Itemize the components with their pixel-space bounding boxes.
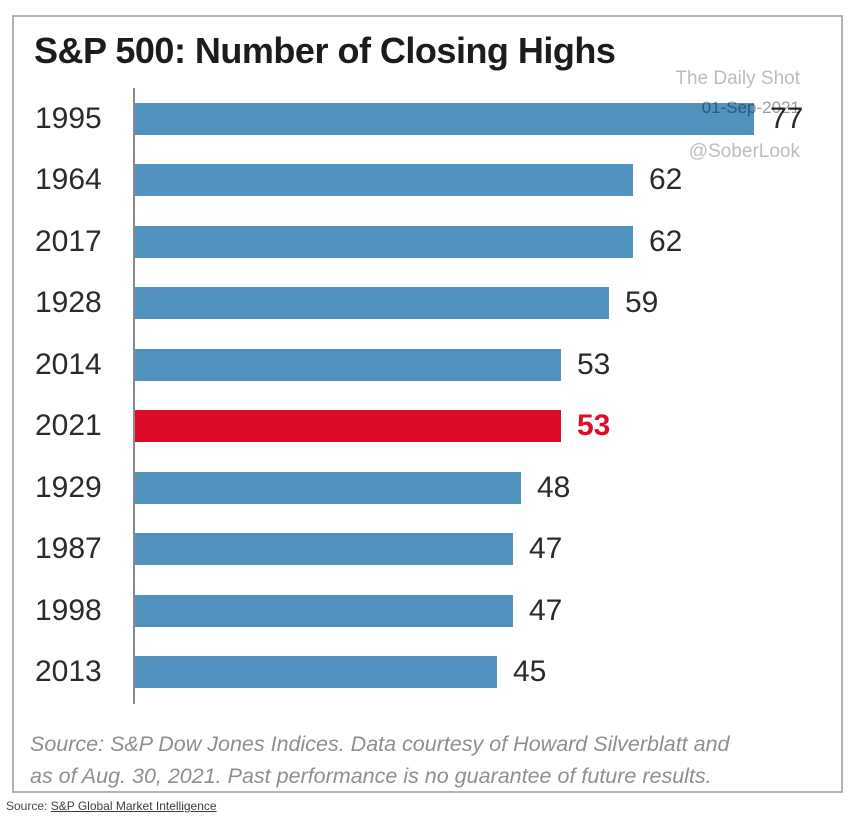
bar-2017 [135,225,633,258]
bar-1987 [135,533,513,566]
value-label: 47 [529,593,563,627]
bar-row: 1995 77 [14,88,841,150]
chart-footnote: Source: S&P Dow Jones Indices. Data cour… [30,728,841,792]
source-link[interactable]: S&P Global Market Intelligence [50,799,217,813]
category-label: 2014 [35,347,102,381]
chart-card: S&P 500: Number of Closing Highs The Dai… [12,15,843,793]
bar-row: 1987 47 [14,519,841,581]
bar-1964 [135,164,633,197]
category-label: 2017 [35,224,102,258]
value-label: 77 [770,101,804,135]
category-label: 2013 [35,655,102,689]
value-label: 53 [577,347,611,381]
footnote-line-2: as of Aug. 30, 2021. Past performance is… [30,764,712,788]
category-label: 1964 [35,163,102,197]
page-source-prefix: Source: [6,799,48,813]
bar-1998 [135,594,513,627]
value-label: 62 [649,224,683,258]
value-label: 47 [529,532,563,566]
bar-chart: 1995 77 1964 62 2017 62 1928 59 2014 53 2021 53 1929… [14,88,841,704]
bar-1995 [135,102,754,135]
page-source: Source: S&P Global Market Intelligence [6,799,217,813]
bar-1928 [135,287,609,320]
bar-row: 1998 47 [14,580,841,642]
value-label: 62 [649,163,683,197]
category-label: 1987 [35,532,102,566]
bar-row: 2021 53 [14,396,841,458]
y-axis-line [133,88,135,704]
bar-row: 1928 59 [14,273,841,335]
category-label: 1995 [35,101,102,135]
bar-row: 2013 45 [14,642,841,704]
bar-rows: 1995 77 1964 62 2017 62 1928 59 2014 53 2021 53 1929… [14,88,841,703]
bar-row: 2014 53 [14,334,841,396]
value-label: 45 [513,655,547,689]
bar-1929 [135,471,521,504]
value-label: 53 [577,409,611,443]
value-label: 59 [625,286,659,320]
footnote-line-1: Source: S&P Dow Jones Indices. Data cour… [30,732,730,756]
bar-row: 1929 48 [14,457,841,519]
category-label: 1928 [35,286,102,320]
category-label: 1998 [35,593,102,627]
chart-title: S&P 500: Number of Closing Highs [34,30,616,71]
category-label: 2021 [35,409,102,443]
bar-2013 [135,656,497,689]
bar-row: 1964 62 [14,150,841,212]
bar-row: 2017 62 [14,211,841,273]
bar-2021 [135,410,561,443]
category-label: 1929 [35,470,102,504]
bar-2014 [135,348,561,381]
watermark-brand: The Daily Shot [675,68,800,89]
value-label: 48 [537,470,571,504]
